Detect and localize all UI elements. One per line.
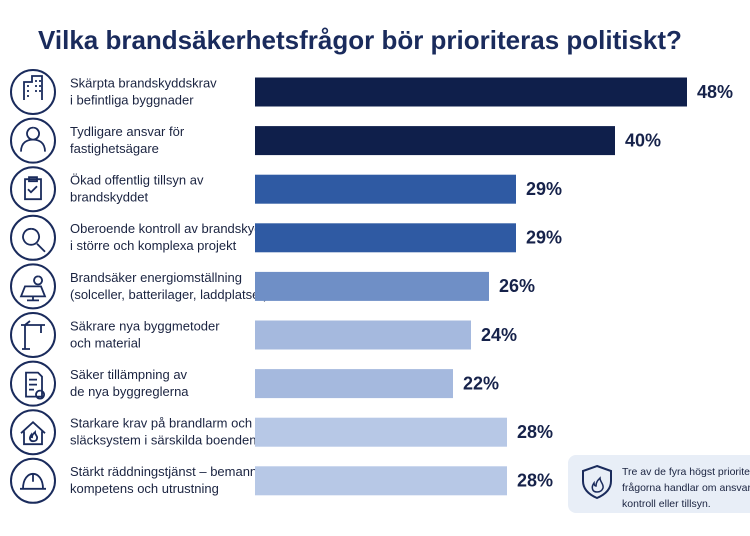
- value-label: 28%: [517, 471, 553, 491]
- bar: [255, 223, 516, 253]
- note-text: Tre av de fyra högst prioriterade: [622, 466, 750, 478]
- icon: [21, 320, 45, 350]
- bar: [255, 369, 453, 399]
- icon-circle: [10, 214, 56, 261]
- value-label: 40%: [625, 130, 661, 150]
- category-label: och material: [70, 335, 141, 350]
- bar: [255, 417, 507, 447]
- icon-circle: [10, 69, 56, 115]
- category-label: Stärkt räddningstjänst – bemanning,: [70, 464, 278, 479]
- category-label: kompetens och utrustning: [70, 481, 219, 496]
- icon: [19, 275, 47, 302]
- icon: [24, 176, 42, 201]
- icon: [22, 227, 46, 253]
- category-label: fastighetsägare: [70, 141, 159, 156]
- bar: [255, 126, 615, 156]
- bar: [255, 271, 489, 301]
- category-label: i större och komplexa projekt: [70, 238, 237, 253]
- category-label: Starkare krav på brandlarm och: [70, 416, 252, 431]
- value-label: 24%: [481, 325, 517, 345]
- icon-circle: [10, 117, 56, 164]
- bar: [255, 320, 471, 350]
- icon-circle: [10, 360, 56, 407]
- icon: [25, 371, 45, 400]
- bar: [255, 77, 687, 107]
- category-label: Tydligare ansvar för: [70, 124, 185, 139]
- icon-circle: [10, 312, 56, 358]
- note-text: frågorna handlar om ansvar,: [622, 482, 750, 494]
- icon: [20, 472, 46, 490]
- category-label: Skärpta brandskyddskrav: [70, 75, 217, 90]
- category-label: Ökad offentlig tillsyn av: [70, 173, 204, 188]
- category-label: Säker tillämpning av: [70, 367, 188, 382]
- value-label: 26%: [499, 276, 535, 296]
- icon-circle: [10, 409, 56, 456]
- value-label: 29%: [526, 228, 562, 248]
- flame-icon: [591, 476, 604, 493]
- value-label: 28%: [517, 422, 553, 442]
- value-label: 29%: [526, 179, 562, 199]
- category-label: de nya byggreglerna: [70, 384, 189, 399]
- category-label: Brandsäker energiomställning: [70, 270, 242, 285]
- category-label: släcksystem i särskilda boenden: [70, 433, 256, 448]
- value-label: 22%: [463, 373, 499, 393]
- icon: [20, 126, 46, 152]
- category-label: Oberoende kontroll av brandskyddet: [70, 221, 280, 236]
- note-box: [568, 455, 750, 513]
- icon: [23, 75, 43, 100]
- chart-title: Vilka brandsäkerhetsfrågor bör prioriter…: [38, 25, 682, 55]
- icon: [20, 420, 46, 446]
- bar: [255, 174, 516, 204]
- value-label: 48%: [697, 82, 733, 102]
- category-label: Säkrare nya byggmetoder: [70, 318, 220, 333]
- category-label: brandskyddet: [70, 190, 148, 205]
- category-label: (solceller, batterilager, laddplatser): [70, 287, 268, 302]
- shield-icon: [582, 464, 612, 500]
- bar: [255, 466, 507, 496]
- note-text: kontroll eller tillsyn.: [622, 498, 711, 510]
- category-label: i befintliga byggnader: [70, 92, 194, 107]
